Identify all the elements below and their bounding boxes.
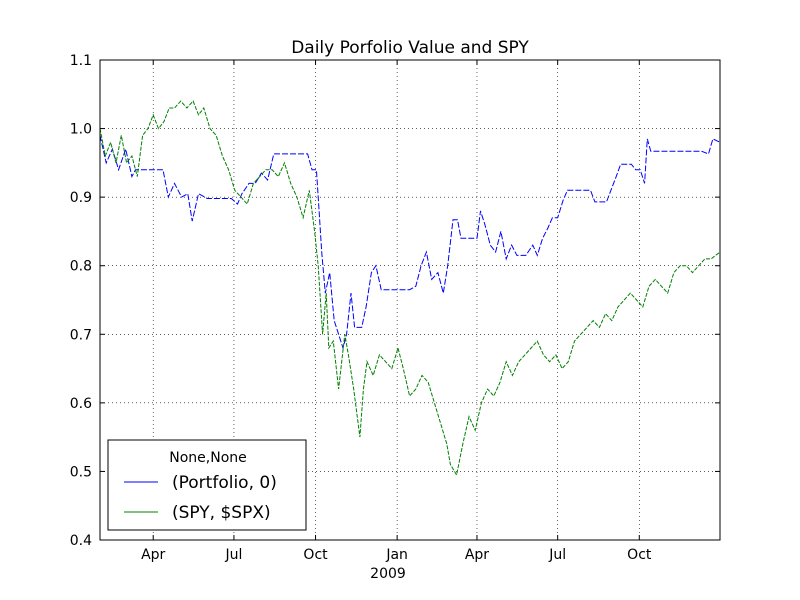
chart-title: Daily Porfolio Value and SPY — [291, 38, 529, 58]
legend-label-portfolio: (Portfolio, 0) — [172, 473, 277, 493]
series-layer — [99, 100, 721, 477]
y-tick-label: 1.0 — [70, 122, 92, 138]
y-tick-label: 0.6 — [70, 396, 92, 412]
legend-label-spy: (SPY, $SPX) — [172, 503, 271, 523]
y-tick-label: 0.4 — [70, 533, 92, 549]
legend-box — [107, 439, 307, 531]
plot-frame — [99, 59, 721, 541]
x-axis-year-label: 2009 — [370, 566, 406, 582]
x-tick-label: Jan — [385, 547, 408, 563]
axes — [99, 59, 721, 541]
legend: None,None (Portfolio, 0) (SPY, $SPX) — [107, 439, 307, 531]
x-tick-label: Jul — [548, 547, 566, 563]
series-line-1 — [99, 100, 721, 477]
y-tick-label: 0.7 — [70, 327, 92, 343]
y-tick-label: 0.9 — [70, 190, 92, 206]
x-tick-label: Apr — [141, 547, 165, 563]
x-tick-label: Jul — [224, 547, 242, 563]
y-tick-label: 0.8 — [70, 259, 92, 275]
legend-title: None,None — [169, 450, 247, 466]
y-tick-label: 0.5 — [70, 464, 92, 480]
x-tick-label: Apr — [465, 547, 489, 563]
series-line-0 — [99, 135, 721, 350]
y-tick-label: 1.1 — [70, 53, 92, 69]
tick-layer: 0.4 0.5 0.6 0.7 0.8 0.9 1.0 1.1 Apr Jul Oct Jan Apr J… — [70, 53, 720, 563]
x-tick-label: Oct — [627, 547, 652, 563]
grid — [100, 60, 720, 540]
x-tick-label: Oct — [303, 547, 328, 563]
